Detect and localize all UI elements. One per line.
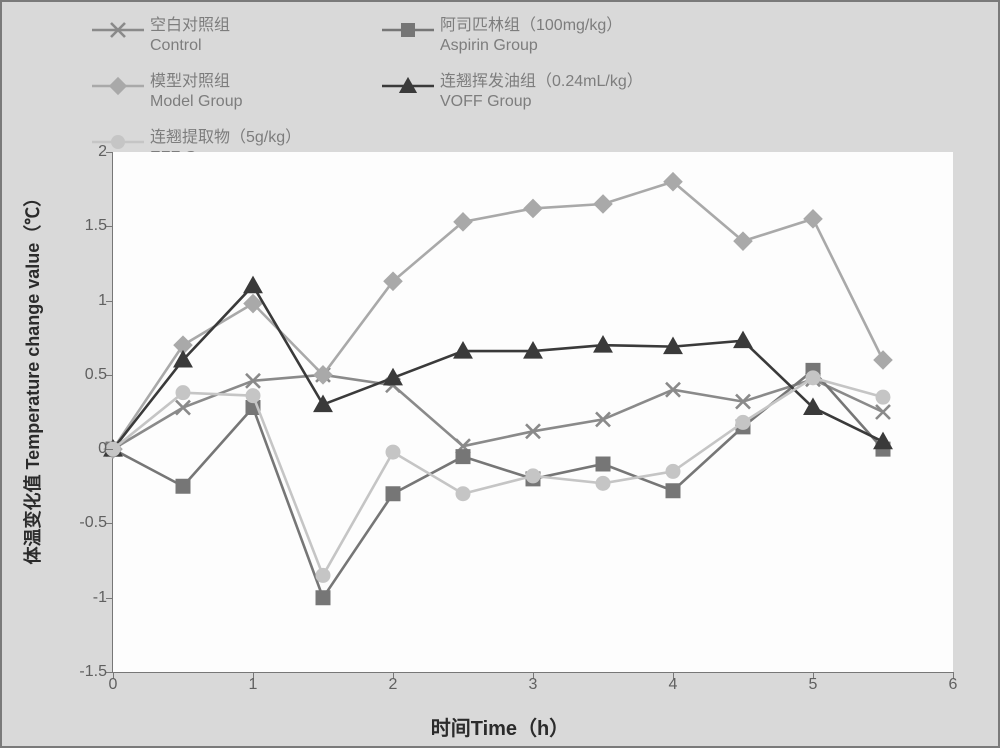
y-tick-label: 1.5 (85, 217, 113, 235)
x-tick-label: 2 (389, 672, 398, 694)
series-marker-aspirin (456, 450, 470, 464)
series-marker-voff (244, 277, 262, 293)
legend-item-control: 空白对照组 Control (92, 16, 382, 72)
series-marker-model (874, 351, 892, 369)
x-tick-label: 0 (109, 672, 118, 694)
series-marker-model (594, 195, 612, 213)
series-marker-aspirin (596, 457, 610, 471)
y-tick-label: 0.5 (85, 366, 113, 384)
x-tick-label: 1 (249, 672, 258, 694)
series-line-control (113, 375, 883, 449)
series-marker-aspirin (176, 479, 190, 493)
series-marker-eff (736, 415, 750, 429)
y-tick-label: 1 (98, 292, 113, 310)
legend-item-aspirin: 阿司匹林组（100mg/kg） Aspirin Group (382, 16, 672, 72)
legend-item-voff: 连翘挥发油组（0.24mL/kg） VOFF Group (382, 72, 672, 128)
series-marker-aspirin (386, 487, 400, 501)
series-marker-eff (876, 390, 890, 404)
x-tick-label: 4 (669, 672, 678, 694)
series-marker-eff (386, 445, 400, 459)
series-marker-eff (666, 464, 680, 478)
series-line-eff (113, 378, 883, 576)
y-tick-label: -0.5 (79, 514, 113, 532)
y-tick-label: 2 (98, 143, 113, 161)
legend-label-control: 空白对照组 Control (150, 16, 230, 56)
series-marker-eff (806, 371, 820, 385)
chart-container: 空白对照组 Control 阿司匹林组（100mg/kg） Aspirin Gro… (0, 0, 1000, 748)
series-marker-control (176, 401, 190, 415)
x-tick-label: 5 (809, 672, 818, 694)
plot-area: -1.5-1-0.500.511.520123456 (112, 152, 953, 673)
legend-label-aspirin: 阿司匹林组（100mg/kg） Aspirin Group (440, 16, 622, 56)
legend-label-model: 模型对照组 Model Group (150, 72, 243, 112)
series-marker-aspirin (666, 484, 680, 498)
series-marker-eff (176, 386, 190, 400)
series-marker-eff (526, 469, 540, 483)
y-axis-title: 体温变化值 Temperature change value（℃） (19, 189, 45, 565)
legend-swatch-model (92, 72, 144, 100)
series-marker-eff (596, 476, 610, 490)
legend-swatch-aspirin (382, 16, 434, 44)
y-tick-label: -1 (93, 589, 113, 607)
series-marker-model (804, 210, 822, 228)
series-marker-control (876, 405, 890, 419)
series-marker-eff (456, 487, 470, 501)
series-marker-eff (316, 568, 330, 582)
y-tick-label: 0 (98, 440, 113, 458)
legend-item-model: 模型对照组 Model Group (92, 72, 382, 128)
series-marker-model (524, 199, 542, 217)
series-marker-aspirin (316, 591, 330, 605)
series-line-model (113, 182, 883, 449)
series-marker-voff (734, 332, 752, 348)
series-line-voff (113, 286, 883, 449)
legend-label-voff: 连翘挥发油组（0.24mL/kg） VOFF Group (440, 72, 643, 112)
series-marker-eff (246, 389, 260, 403)
legend-swatch-control (92, 16, 144, 44)
x-tick-label: 6 (949, 672, 958, 694)
x-axis-title: 时间Time（h） (2, 712, 998, 741)
legend-swatch-voff (382, 72, 434, 100)
x-tick-label: 3 (529, 672, 538, 694)
chart-svg (113, 152, 953, 672)
